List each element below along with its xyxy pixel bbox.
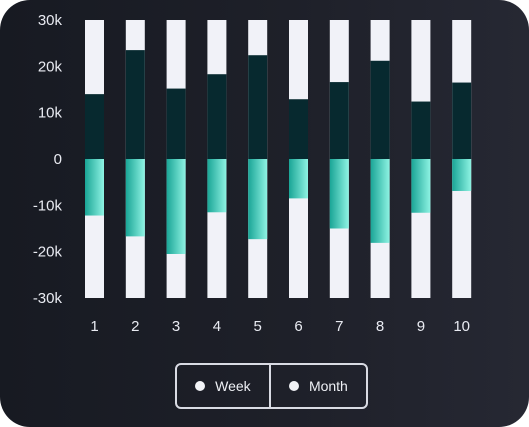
- x-tick-label: 3: [172, 318, 180, 335]
- bar-negative[interactable]: [85, 159, 104, 216]
- bar-negative[interactable]: [452, 159, 472, 191]
- bar-positive[interactable]: [411, 101, 431, 159]
- bar-negative[interactable]: [289, 159, 308, 199]
- y-tick-label: -30k: [33, 290, 63, 307]
- bar-positive[interactable]: [85, 94, 104, 159]
- x-tick-label: 10: [453, 318, 470, 335]
- bar-positive[interactable]: [289, 99, 308, 159]
- y-tick-label: 0: [54, 151, 62, 168]
- bar-positive[interactable]: [370, 60, 390, 160]
- x-tick-label: 8: [376, 318, 384, 335]
- bar-negative[interactable]: [166, 159, 186, 254]
- bar-negative[interactable]: [329, 159, 349, 229]
- y-tick-label: -20k: [33, 244, 63, 261]
- legend-label-week: Week: [215, 378, 251, 394]
- bar-positive[interactable]: [248, 55, 268, 159]
- bar-positive[interactable]: [207, 74, 227, 159]
- bars: [85, 20, 472, 298]
- bar-negative[interactable]: [207, 159, 227, 213]
- x-tick-label: 9: [417, 318, 425, 335]
- bar-positive[interactable]: [166, 88, 186, 159]
- legend-toggle: Week Month: [175, 363, 368, 409]
- bar-positive[interactable]: [125, 50, 145, 159]
- legend-label-month: Month: [308, 378, 348, 394]
- bar-positive[interactable]: [452, 82, 472, 159]
- bar-negative[interactable]: [248, 159, 268, 240]
- x-tick-label: 6: [294, 318, 302, 335]
- bar-negative[interactable]: [370, 159, 390, 243]
- y-tick-label: 10k: [38, 105, 63, 122]
- legend-item-month[interactable]: Month: [268, 365, 366, 407]
- bar-chart: 30k 20k 10k 0 -10k -20k -30k 1 2 3 4 5 6 7 8 9 10: [33, 12, 472, 335]
- legend-item-week[interactable]: Week: [177, 365, 269, 407]
- x-tick-label: 1: [90, 318, 98, 335]
- y-tick-label: 30k: [38, 12, 63, 29]
- y-tick-label: 20k: [38, 58, 63, 75]
- y-axis: 30k 20k 10k 0 -10k -20k -30k: [33, 12, 63, 307]
- month-dot-icon: [288, 381, 299, 391]
- x-axis: 1 2 3 4 5 6 7 8 9 10: [90, 318, 470, 335]
- x-tick-label: 4: [213, 318, 221, 335]
- bar-negative[interactable]: [125, 159, 145, 237]
- x-tick-label: 5: [254, 318, 262, 335]
- week-dot-icon: [195, 381, 206, 391]
- x-tick-label: 7: [335, 318, 343, 335]
- x-tick-label: 2: [131, 318, 139, 335]
- bar-negative[interactable]: [411, 159, 431, 213]
- y-tick-label: -10k: [33, 197, 63, 214]
- bar-positive[interactable]: [329, 82, 349, 159]
